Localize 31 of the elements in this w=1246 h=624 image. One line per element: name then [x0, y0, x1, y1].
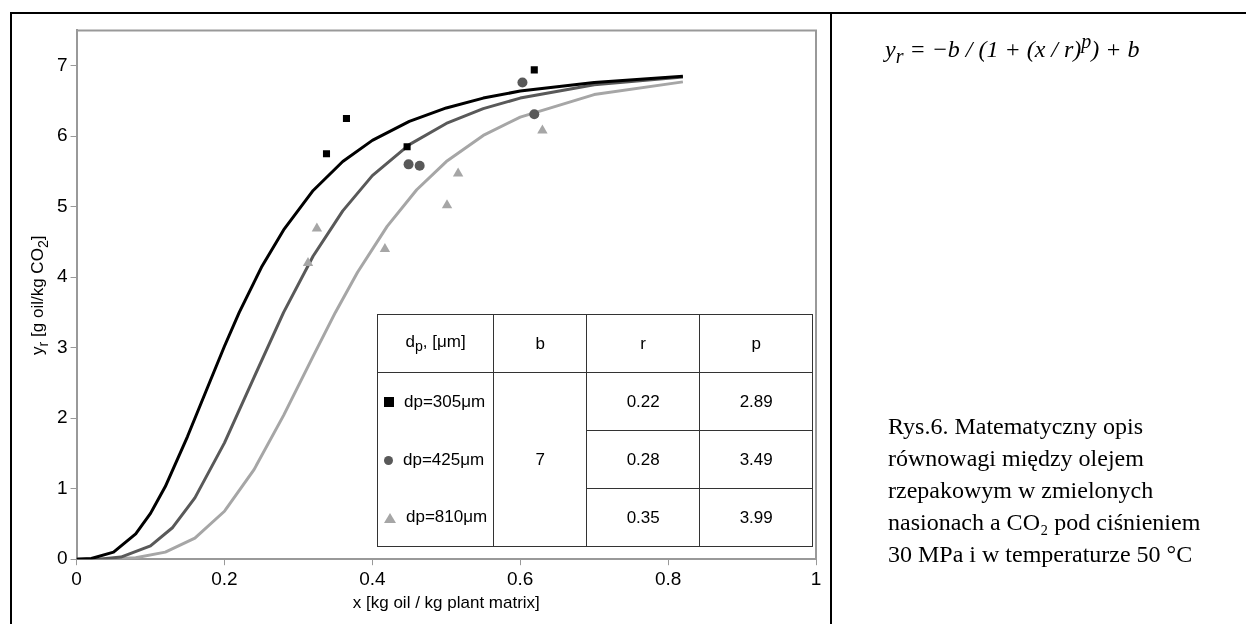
annotation: 0.22 [586, 372, 700, 431]
y-tick-label: 3 [56, 335, 68, 357]
text: y$_{r}$ = −b / (1 + (x / r)$^{p}$) + b [885, 30, 1140, 68]
y-tick-label: 5 [56, 194, 68, 216]
x-axis-title: x [kg oil / kg plant matrix] [352, 593, 540, 614]
y-tick-label: 0 [56, 547, 68, 569]
text: Rys.6. Matematyczny opis równowagi między olejem rzepakowym w zmielonych nasionach a CO₂ pod ciśnieniem 30 MPa i w temperaturze 50 °C [888, 412, 1202, 569]
annotation: r [586, 314, 700, 373]
annotation: 3.99 [699, 488, 813, 547]
x-tick-label: 0.2 [211, 567, 238, 589]
annotation: 0.28 [586, 430, 700, 489]
annotation: p [699, 314, 813, 373]
y-tick-label: 6 [56, 124, 68, 146]
y-tick-label: 2 [56, 406, 68, 428]
x-tick-label: 0.6 [507, 567, 534, 589]
x-tick-label: 0.4 [359, 567, 386, 589]
annotation: 3.49 [699, 430, 813, 489]
x-tick-label: 0.8 [654, 567, 682, 589]
annotation: d$_{p}$, [μm] [377, 314, 494, 373]
annotation: 0.35 [586, 488, 700, 547]
legend-label: dp=810μm [406, 507, 488, 527]
annotation: 7 [493, 372, 587, 547]
annotation: b [493, 314, 587, 373]
annotation: 2.89 [699, 372, 813, 431]
legend-label: dp=305μm [404, 391, 486, 411]
x-tick-label: 0 [71, 567, 82, 589]
legend-label: dp=425μm [403, 449, 485, 469]
y-tick-label: 7 [56, 53, 68, 75]
x-tick-label: 1 [810, 567, 822, 589]
y-tick-label: 1 [56, 476, 68, 498]
y-tick-label: 4 [56, 265, 68, 287]
